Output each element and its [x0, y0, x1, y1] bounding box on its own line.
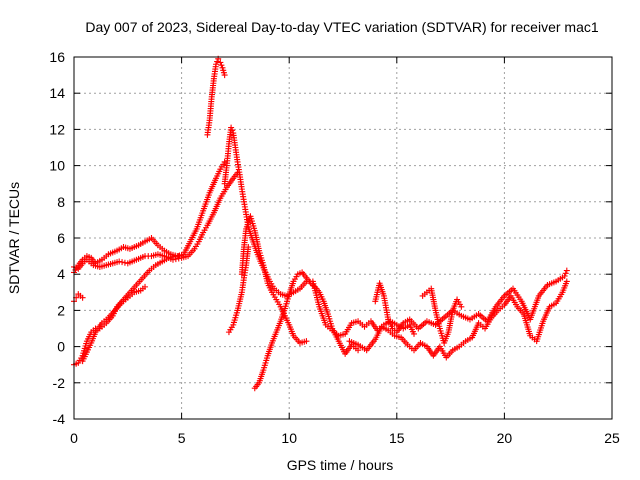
chart-title: Day 007 of 2023, Sidereal Day-to-day VTE…: [85, 19, 598, 35]
x-tick-label: 15: [389, 430, 405, 446]
x-tick-label: 5: [178, 430, 186, 446]
data-point: [229, 127, 236, 134]
data-point: [458, 303, 465, 310]
grid-lines: [74, 57, 612, 419]
series-track-f: [204, 55, 228, 138]
data-point: [303, 338, 310, 345]
data-point: [228, 124, 235, 131]
data-point: [562, 270, 569, 277]
y-tick-label: 2: [57, 302, 65, 318]
data-point: [121, 259, 128, 266]
y-tick-label: -2: [53, 375, 66, 391]
y-tick-label: 6: [57, 230, 65, 246]
y-tick-label: 10: [49, 158, 65, 174]
series-track-m: [419, 285, 465, 346]
y-tick-label: 4: [57, 266, 65, 282]
y-tick-label: -4: [53, 411, 66, 427]
x-axis-label: GPS time / hours: [287, 457, 394, 473]
data-point: [178, 253, 185, 260]
x-tick-label: 0: [70, 430, 78, 446]
series-track-j: [251, 269, 362, 392]
series-track-c: [71, 291, 86, 305]
data-point: [561, 273, 568, 280]
series-track-g: [221, 124, 418, 339]
y-tick-label: 0: [57, 339, 65, 355]
series-track-k: [346, 278, 570, 361]
series-track-a: [71, 158, 228, 276]
y-tick-label: 16: [49, 49, 65, 65]
data-point: [214, 58, 221, 65]
data-point: [563, 267, 570, 274]
series-track-l: [372, 267, 570, 336]
series-track-e: [79, 283, 149, 365]
y-tick-label: 12: [49, 121, 65, 137]
data-point: [142, 283, 149, 290]
y-axis-label: SDTVAR / TECUs: [6, 182, 22, 294]
series-track-b: [71, 169, 241, 272]
x-tick-label: 25: [604, 430, 620, 446]
data-point: [119, 259, 126, 266]
series-track-i: [225, 244, 252, 336]
data-point: [245, 244, 252, 251]
plot-frame: [73, 56, 613, 420]
data-point: [116, 258, 123, 265]
data-point: [218, 62, 225, 69]
x-tick-label: 20: [497, 430, 513, 446]
data-series: [71, 55, 570, 392]
x-tick-label: 10: [281, 430, 297, 446]
y-tick-labels: -4 -2 0 2 4 6 8 10 12 14 16: [49, 49, 65, 427]
data-point: [213, 61, 220, 68]
data-point: [563, 278, 570, 285]
x-tick-labels: 0 5 10 15 20 25: [70, 430, 620, 446]
y-tick-label: 8: [57, 194, 65, 210]
data-point: [411, 330, 418, 337]
data-point: [217, 59, 224, 66]
y-tick-label: 14: [49, 85, 65, 101]
data-point: [221, 72, 228, 79]
data-point: [79, 294, 86, 301]
data-point: [355, 347, 362, 354]
